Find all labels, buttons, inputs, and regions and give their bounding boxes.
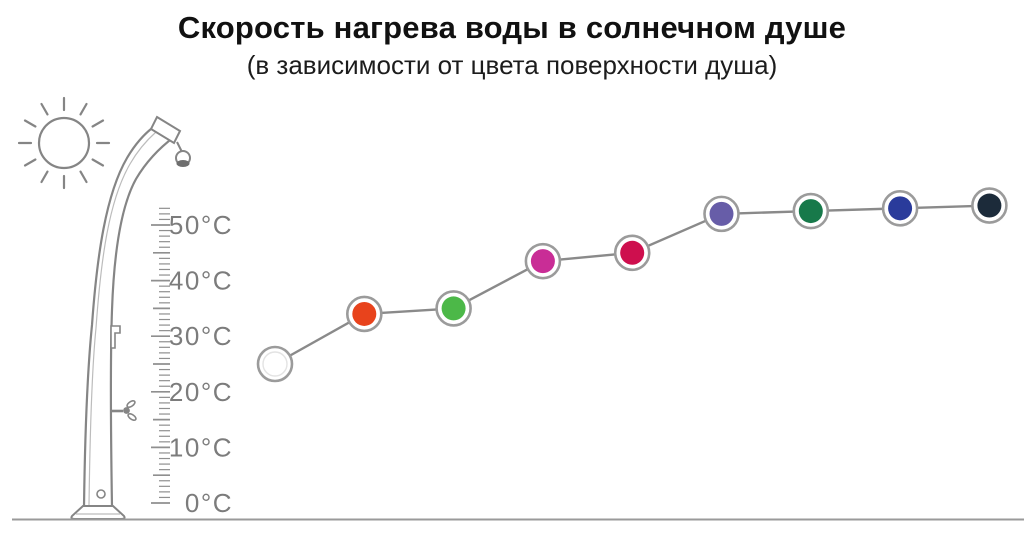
y-axis-label: 0°C — [185, 488, 233, 518]
y-axis-tick-labels: 0°C 10°C 20°C 30°C 40°C 50°C — [169, 210, 233, 518]
chart-header: Скорость нагрева воды в солнечном душе (… — [0, 10, 1024, 81]
series-connector-line — [274, 204, 990, 366]
shower-head-nozzle — [176, 160, 190, 167]
y-axis-label: 40°C — [169, 266, 233, 296]
data-point-white — [256, 345, 294, 383]
handle-icon — [110, 325, 121, 349]
collector-cap — [149, 115, 182, 145]
chart-title: Скорость нагрева воды в солнечном душе — [177, 10, 847, 45]
y-axis-label: 30°C — [169, 321, 233, 351]
chart-subtitle: (в зависимости от цвета поверхности душа… — [246, 50, 778, 80]
data-point-black-navy — [971, 187, 1008, 224]
sun-icon — [17, 96, 111, 190]
shower-base — [70, 505, 126, 520]
y-axis-label: 20°C — [169, 377, 233, 407]
data-point-orange-red — [345, 295, 383, 333]
y-axis-label: 50°C — [169, 210, 233, 240]
tap-valve-icon — [112, 400, 137, 421]
data-point-green — [435, 290, 472, 327]
data-series — [256, 187, 1008, 383]
solar-shower-icon — [70, 115, 191, 520]
data-point-dark-green — [792, 192, 830, 230]
data-point-crimson — [613, 234, 651, 272]
data-point-dark-blue — [881, 190, 919, 227]
data-point-pink-magenta — [524, 242, 562, 280]
shower-column-inner-line — [88, 131, 157, 506]
temperature-ruler — [151, 207, 170, 504]
data-point-violet — [703, 195, 740, 233]
y-axis-label: 10°C — [169, 432, 233, 462]
column-port — [96, 489, 106, 499]
